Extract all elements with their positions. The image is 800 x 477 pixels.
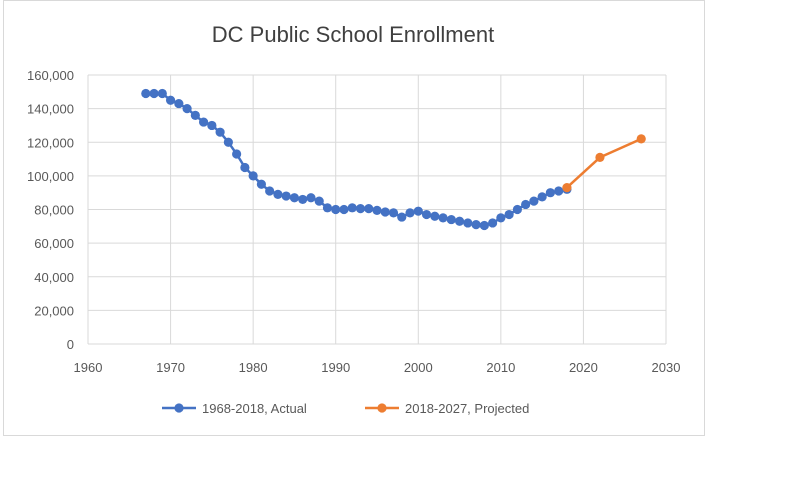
data-point — [479, 220, 489, 231]
data-point — [149, 88, 159, 99]
y-tick-label: 0 — [67, 337, 74, 352]
data-point — [545, 188, 556, 198]
x-tick-label: 1980 — [239, 360, 268, 375]
x-axis-tick-labels: 1960 1970 1980 1990 2000 2010 2020 2030 — [74, 360, 681, 375]
data-point — [174, 98, 184, 109]
legend-label: 1968-2018, Actual — [202, 401, 307, 416]
series-line — [566, 137, 642, 189]
y-tick-label: 60,000 — [34, 236, 74, 251]
series-group — [141, 88, 646, 231]
x-tick-label: 1970 — [156, 360, 185, 375]
data-point — [331, 204, 341, 215]
chart-frame: DC Public School Enrollment 0 20,000 40,00… — [3, 0, 705, 436]
y-tick-label: 120,000 — [27, 135, 74, 150]
series-line — [145, 92, 568, 227]
data-point — [364, 204, 374, 214]
legend-swatch-marker — [377, 403, 387, 413]
data-point — [273, 189, 283, 199]
data-point — [438, 213, 448, 223]
data-point — [454, 216, 465, 226]
data-point — [521, 199, 531, 210]
data-point — [529, 196, 539, 206]
y-tick-label: 20,000 — [34, 303, 74, 318]
data-point — [248, 171, 258, 181]
data-point — [256, 179, 266, 189]
data-point — [182, 104, 192, 114]
data-point — [405, 208, 415, 218]
data-point — [421, 209, 432, 220]
data-point — [265, 186, 275, 196]
data-point — [289, 193, 300, 203]
x-tick-label: 1990 — [321, 360, 350, 375]
data-point — [388, 208, 399, 218]
data-point — [355, 204, 366, 214]
data-point — [471, 220, 481, 230]
data-point — [562, 183, 572, 193]
y-tick-label: 140,000 — [27, 102, 74, 117]
data-point — [223, 137, 233, 147]
data-point — [298, 194, 308, 205]
data-point — [322, 203, 333, 213]
data-point — [190, 110, 200, 120]
data-point — [413, 206, 423, 216]
y-tick-label: 40,000 — [34, 270, 74, 285]
data-point — [199, 117, 209, 127]
y-tick-label: 160,000 — [27, 68, 74, 83]
data-point — [595, 152, 605, 162]
data-point — [141, 88, 151, 99]
data-point — [504, 209, 514, 220]
data-point — [306, 193, 316, 203]
x-tick-label: 2010 — [486, 360, 515, 375]
chart-title: DC Public School Enrollment — [212, 22, 494, 47]
data-point — [554, 186, 564, 196]
data-point — [281, 191, 291, 201]
legend: 1968-2018, Actual 2018-2027, Projected — [162, 401, 529, 416]
data-point — [240, 162, 250, 173]
x-tick-label: 1960 — [74, 360, 103, 375]
legend-swatch-marker — [174, 403, 184, 413]
data-point — [397, 212, 407, 222]
data-point — [496, 213, 506, 223]
data-point — [347, 203, 357, 213]
chart-svg: DC Public School Enrollment 0 20,000 40,00… — [27, 22, 681, 416]
data-point — [215, 127, 225, 137]
legend-item: 1968-2018, Actual — [162, 401, 307, 416]
data-point — [446, 214, 456, 225]
data-point — [207, 120, 217, 131]
data-point — [430, 211, 440, 221]
data-point — [372, 205, 382, 215]
data-point — [157, 88, 167, 99]
data-point — [512, 204, 522, 215]
x-tick-label: 2030 — [652, 360, 681, 375]
y-axis-tick-labels: 0 20,000 40,000 60,000 80,000 100,000 120,000 1… — [27, 68, 74, 352]
x-tick-label: 2020 — [569, 360, 598, 375]
y-tick-label: 100,000 — [27, 169, 74, 184]
y-tick-label: 80,000 — [34, 203, 74, 218]
data-point — [537, 192, 547, 202]
data-point — [339, 204, 349, 215]
data-point — [165, 95, 176, 105]
data-point — [463, 218, 473, 228]
legend-item: 2018-2027, Projected — [365, 401, 529, 416]
x-tick-label: 2000 — [404, 360, 433, 375]
legend-label: 2018-2027, Projected — [405, 401, 529, 416]
data-point — [232, 149, 242, 159]
data-point — [314, 196, 324, 206]
data-point — [636, 134, 646, 144]
series-2 — [562, 134, 646, 193]
series-1 — [141, 88, 572, 231]
data-point — [488, 218, 498, 228]
data-point — [380, 207, 390, 217]
